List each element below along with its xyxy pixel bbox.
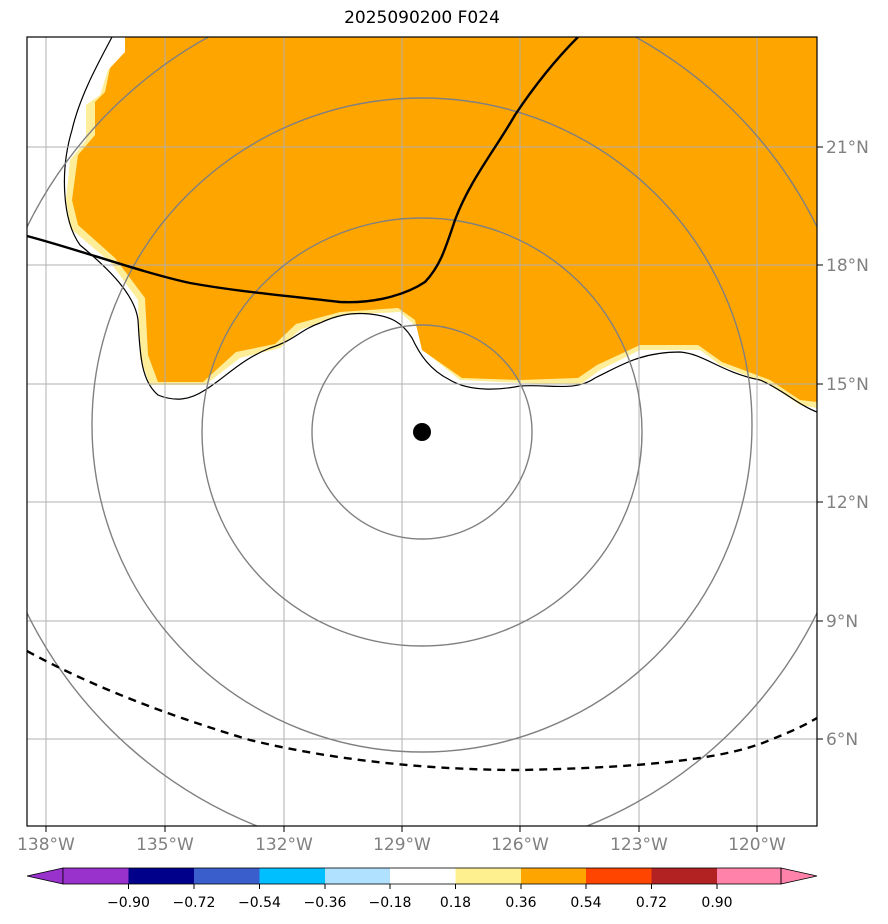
colorbar: −0.90 −0.72 −0.54 −0.36 −0.18 0.18 0.36 …	[26, 867, 818, 911]
colorbar-label: −0.72	[173, 895, 216, 911]
colorbar-segment	[780, 867, 818, 885]
lat-tick-label: 12°N	[826, 493, 869, 513]
lon-axis	[45, 826, 758, 832]
colorbar-label: 0.72	[636, 895, 667, 911]
lon-tick-label: 132°W	[255, 835, 313, 855]
colorbar-label: 0.36	[505, 895, 536, 911]
colorbar-ticks	[128, 884, 718, 889]
colorbar-segment	[455, 868, 521, 884]
dashed-track-line	[27, 649, 817, 772]
lon-tick-label: 135°W	[136, 835, 194, 855]
colorbar-label: 0.90	[701, 895, 732, 911]
range-ring-3	[91, 97, 753, 753]
range-ring-2	[201, 217, 643, 647]
lat-tick-label: 18°N	[826, 256, 869, 276]
colorbar-segment	[651, 868, 717, 884]
graticule	[27, 37, 817, 826]
colorbar-segment	[63, 868, 129, 884]
colorbar-segment	[586, 868, 652, 884]
lon-tick-label: 138°W	[17, 835, 75, 855]
lat-tick-label: 21°N	[826, 138, 869, 158]
colorbar-segment	[194, 868, 260, 884]
lat-tick-label: 9°N	[826, 612, 858, 632]
map-frame	[26, 36, 818, 827]
colorbar-segment	[390, 868, 456, 884]
colorbar-segment	[521, 868, 586, 884]
colorbar-label: −0.90	[107, 895, 150, 911]
colorbar-segment	[26, 867, 64, 885]
lat-axis	[817, 146, 823, 740]
colorbar-label: 0.54	[570, 895, 601, 911]
colorbar-label: −0.54	[238, 895, 281, 911]
colorbar-segment	[325, 868, 390, 884]
lon-tick-label: 126°W	[491, 835, 549, 855]
lon-tick-label: 129°W	[373, 835, 431, 855]
colorbar-label: −0.36	[304, 895, 347, 911]
range-ring-1	[311, 324, 533, 540]
colorbar-segment	[128, 868, 194, 884]
lon-tick-label: 120°W	[728, 835, 786, 855]
colorbar-label: 0.18	[440, 895, 471, 911]
colorbar-segment	[259, 868, 325, 884]
solid-track-line	[27, 37, 579, 304]
lat-tick-label: 15°N	[826, 375, 869, 395]
colorbar-segment	[717, 868, 781, 884]
colorbar-label: −0.18	[369, 895, 412, 911]
colorbar-frame	[62, 867, 782, 885]
storm-center-marker	[413, 423, 431, 441]
map-title: 2025090200 F024	[344, 8, 500, 28]
lon-tick-label: 123°W	[610, 835, 668, 855]
range-rings	[27, 37, 817, 826]
lat-tick-label: 6°N	[826, 730, 858, 750]
